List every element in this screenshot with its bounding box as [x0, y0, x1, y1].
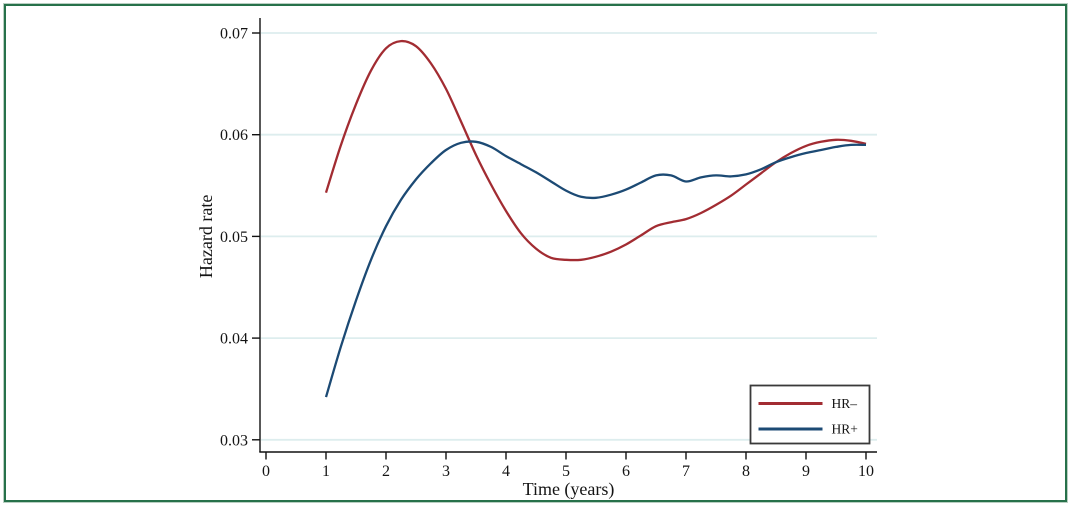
legend-label-hr-plus: HR+ — [832, 422, 858, 437]
y-axis-title: Hazard rate — [196, 195, 216, 278]
x-tick-label: 5 — [562, 463, 570, 480]
x-tick-label: 10 — [858, 463, 874, 480]
x-tick-label: 9 — [802, 463, 810, 480]
x-tick-label: 7 — [682, 463, 690, 480]
y-tick-label: 0.06 — [220, 127, 248, 144]
x-tick-label: 4 — [502, 463, 510, 480]
x-tick-label: 2 — [382, 463, 390, 480]
x-tick-label: 1 — [322, 463, 330, 480]
y-tick-label: 0.03 — [220, 432, 248, 449]
legend-box — [749, 384, 871, 445]
x-axis-title: Time (years) — [523, 479, 615, 500]
x-tick-label: 0 — [262, 463, 270, 480]
x-tick-label: 3 — [442, 463, 450, 480]
y-tick-label: 0.07 — [220, 26, 248, 43]
series-line-hr-plus — [324, 140, 867, 398]
y-tick-label: 0.05 — [220, 229, 248, 246]
y-tick-label: 0.04 — [220, 331, 248, 348]
x-tick-label: 8 — [742, 463, 750, 480]
series-line-hr-minus — [324, 39, 867, 262]
legend-label-hr-minus: HR– — [832, 396, 858, 411]
x-tick-label: 6 — [622, 463, 630, 480]
